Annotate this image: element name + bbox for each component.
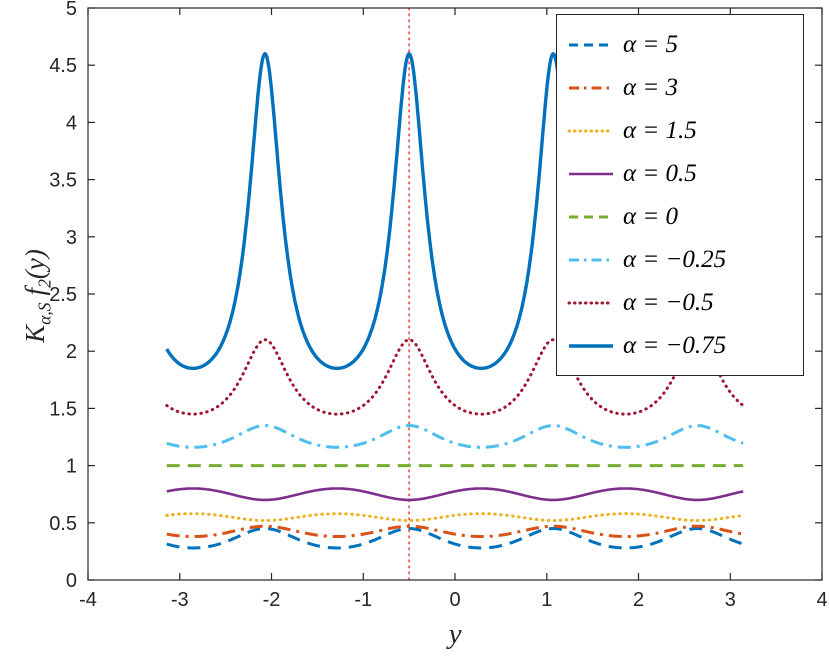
legend-label: α = 1.5 bbox=[623, 116, 697, 144]
legend-entry: α = −0.5 bbox=[557, 281, 803, 324]
x-tick-label: -2 bbox=[263, 589, 281, 611]
x-tick-label: -4 bbox=[79, 589, 97, 611]
legend-label: α = 5 bbox=[623, 30, 678, 58]
x-tick-label: 4 bbox=[816, 589, 827, 611]
y-tick-label: 3.5 bbox=[49, 170, 77, 192]
x-tick-label: 1 bbox=[541, 589, 552, 611]
series-line-5 bbox=[166, 424, 744, 449]
y-tick-label: 5 bbox=[66, 0, 77, 20]
x-tick-label: -1 bbox=[354, 589, 372, 611]
legend-entry: α = 0 bbox=[557, 195, 803, 238]
y-axis-label: Kα,S f2(y) bbox=[20, 181, 54, 411]
y-label-operator-subscript: α,S bbox=[34, 302, 55, 325]
legend-line-sample bbox=[569, 343, 613, 348]
x-tick-label: -3 bbox=[171, 589, 189, 611]
legend-line-sample bbox=[567, 301, 615, 304]
legend-entry: α = −0.75 bbox=[557, 324, 803, 367]
series-line-3 bbox=[166, 487, 744, 502]
x-tick-label: 0 bbox=[449, 589, 460, 611]
y-tick-label: 4 bbox=[66, 112, 77, 134]
y-tick-label: 2.5 bbox=[49, 284, 77, 306]
legend-label: α = −0.5 bbox=[623, 288, 714, 316]
legend-entry: α = −0.25 bbox=[557, 238, 803, 281]
legend-line-sample bbox=[569, 258, 613, 261]
legend-entry: α = 3 bbox=[557, 66, 803, 109]
legend: α = 5 α = 3 α = 1.5 α = 0.5 α = 0 α = −0.25 α … bbox=[556, 14, 804, 376]
legend-label: α = −0.75 bbox=[623, 331, 727, 359]
legend-label: α = 3 bbox=[623, 73, 678, 101]
legend-line-sample bbox=[567, 129, 615, 132]
y-tick-label: 0 bbox=[66, 570, 77, 592]
legend-line-sample bbox=[569, 172, 613, 175]
y-tick-label: 2 bbox=[66, 341, 77, 363]
legend-entry: α = 0.5 bbox=[557, 152, 803, 195]
legend-label: α = 0 bbox=[623, 202, 678, 230]
legend-line-sample bbox=[569, 215, 613, 218]
x-tick-label: 3 bbox=[725, 589, 736, 611]
y-label-function: f bbox=[20, 287, 50, 296]
y-tick-label: 0.5 bbox=[49, 513, 77, 535]
x-axis-label: y bbox=[448, 618, 462, 650]
legend-entry: α = 1.5 bbox=[557, 109, 803, 152]
y-label-argument: (y) bbox=[20, 249, 50, 280]
y-tick-label: 1 bbox=[66, 456, 77, 478]
legend-label: α = −0.25 bbox=[623, 245, 727, 273]
x-tick-label: 2 bbox=[633, 589, 644, 611]
legend-label: α = 0.5 bbox=[623, 159, 697, 187]
series-line-6 bbox=[165, 338, 745, 416]
y-tick-label: 3 bbox=[66, 227, 77, 249]
series-line-0 bbox=[166, 527, 744, 550]
y-tick-label: 4.5 bbox=[49, 55, 77, 77]
y-label-function-subscript: 2 bbox=[34, 279, 55, 288]
y-label-operator: K bbox=[20, 324, 50, 343]
legend-line-sample bbox=[569, 43, 613, 46]
legend-entry: α = 5 bbox=[557, 23, 803, 66]
y-tick-label: 1.5 bbox=[49, 398, 77, 420]
series-line-1 bbox=[166, 524, 744, 538]
legend-line-sample bbox=[569, 86, 613, 89]
series-line-2 bbox=[165, 512, 745, 522]
